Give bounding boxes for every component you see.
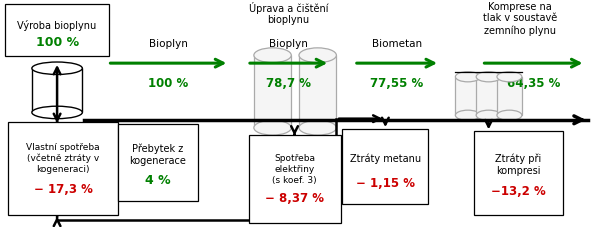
Ellipse shape	[299, 49, 336, 63]
Text: Bioplyn: Bioplyn	[269, 39, 308, 49]
Ellipse shape	[254, 121, 292, 136]
Text: 77,55 %: 77,55 %	[370, 76, 424, 89]
Bar	[455, 77, 480, 116]
FancyBboxPatch shape	[5, 5, 109, 57]
Text: Výroba bioplynu: Výroba bioplynu	[17, 20, 97, 31]
FancyBboxPatch shape	[118, 125, 198, 202]
Ellipse shape	[299, 121, 336, 136]
Bar	[497, 77, 522, 116]
Text: − 8,37 %: − 8,37 %	[265, 191, 324, 204]
Ellipse shape	[32, 63, 82, 75]
Ellipse shape	[455, 72, 480, 82]
Ellipse shape	[455, 111, 480, 121]
Text: − 17,3 %: − 17,3 %	[33, 182, 92, 195]
Text: −13,2 %: −13,2 %	[491, 185, 546, 198]
Ellipse shape	[476, 111, 501, 121]
Ellipse shape	[497, 111, 522, 121]
FancyBboxPatch shape	[474, 132, 563, 215]
Text: Vlastní spotřeba
(včetně ztráty v
kogeneraci): Vlastní spotřeba (včetně ztráty v kogene…	[26, 143, 100, 173]
Ellipse shape	[254, 49, 292, 63]
Bar	[254, 56, 292, 128]
Text: 64,35 %: 64,35 %	[507, 76, 560, 89]
Ellipse shape	[32, 107, 82, 119]
Text: Úprava a čištění
bioplynu: Úprava a čištění bioplynu	[249, 2, 328, 25]
Text: Bioplyn: Bioplyn	[149, 39, 188, 49]
Text: Biometan: Biometan	[372, 39, 422, 49]
Text: Ztráty metanu: Ztráty metanu	[350, 153, 421, 163]
Text: 100 %: 100 %	[36, 36, 79, 49]
Ellipse shape	[476, 72, 501, 82]
Text: Přebytek z
kogenerace: Přebytek z kogenerace	[130, 143, 186, 165]
Text: Komprese na
tlak v soustavě
zemního plynu: Komprese na tlak v soustavě zemního plyn…	[483, 2, 558, 35]
Text: 100 %: 100 %	[148, 76, 189, 89]
Bar	[299, 56, 336, 128]
Text: − 1,15 %: − 1,15 %	[356, 176, 415, 189]
FancyBboxPatch shape	[249, 135, 340, 223]
Text: 4 %: 4 %	[145, 173, 171, 186]
Bar	[476, 77, 501, 116]
Bar	[32, 69, 82, 113]
FancyBboxPatch shape	[8, 123, 118, 215]
Ellipse shape	[497, 72, 522, 82]
Text: 78,7 %: 78,7 %	[266, 76, 311, 89]
Text: Spotřeba
elektřiny
(s koef. 3): Spotřeba elektřiny (s koef. 3)	[273, 153, 317, 184]
Text: Ztráty při
kompresi: Ztráty při kompresi	[495, 152, 541, 175]
FancyBboxPatch shape	[342, 129, 428, 204]
